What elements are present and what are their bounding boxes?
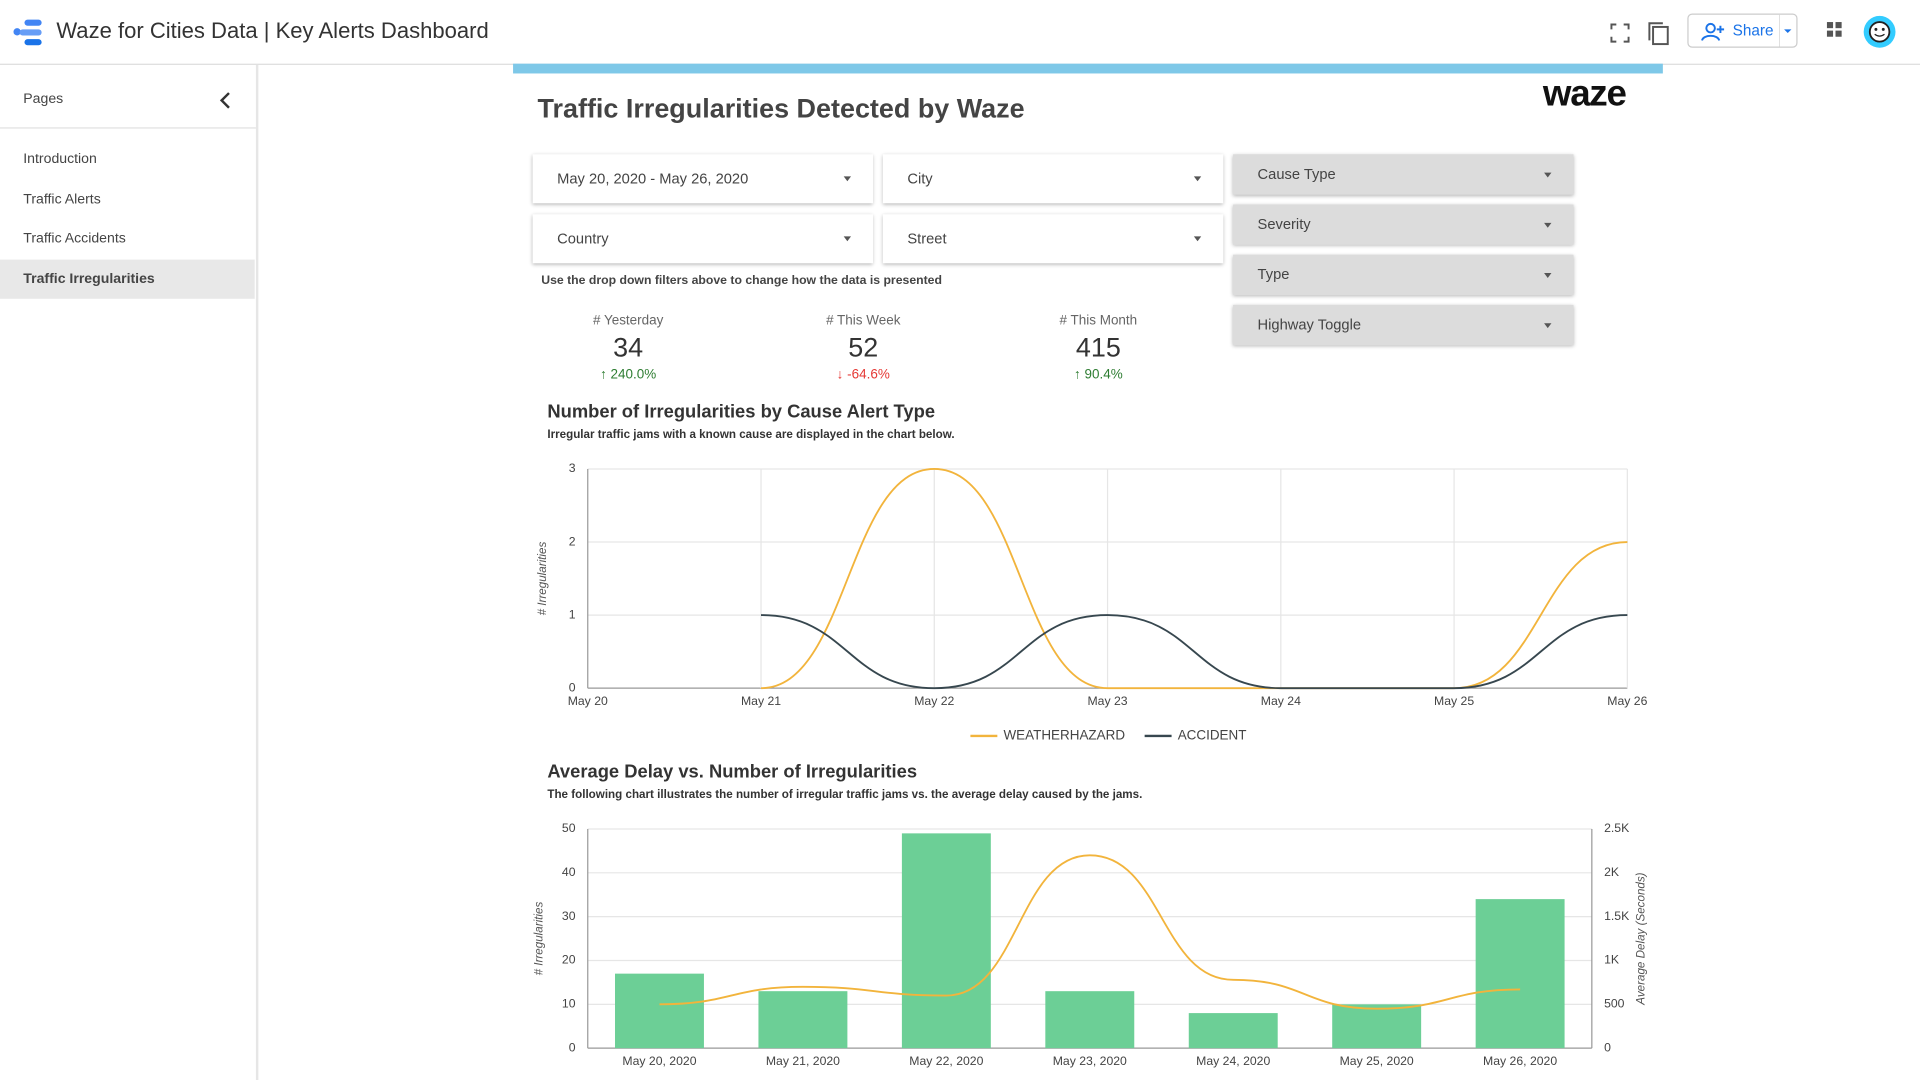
change-text: -64.6% bbox=[847, 367, 890, 383]
bar bbox=[758, 991, 848, 1049]
filter-dropdown[interactable]: Type bbox=[1233, 254, 1574, 296]
y2-tick-label: 2.5K bbox=[1604, 821, 1630, 835]
x-tick-label: May 24 bbox=[1261, 694, 1301, 708]
bar bbox=[1332, 1004, 1422, 1049]
x-tick-label: May 20 bbox=[568, 694, 608, 708]
page-link[interactable]: Traffic Accidents bbox=[23, 231, 126, 247]
x-tick-label: May 23 bbox=[1087, 694, 1127, 708]
page-link[interactable]: Traffic Alerts bbox=[23, 191, 101, 207]
x-tick-label: May 21 bbox=[741, 694, 781, 708]
y-axis-label: # Irregularities bbox=[532, 902, 545, 976]
change-text: 90.4% bbox=[1084, 367, 1123, 383]
y-tick-label: 1 bbox=[569, 607, 576, 621]
filter-dropdown[interactable]: Severity bbox=[1233, 204, 1574, 245]
sidebar: Pages Introduction Traffic Alerts Traffic … bbox=[0, 64, 259, 1080]
report-title: Traffic Irregularities Detected by Waze bbox=[537, 93, 1025, 124]
y2-tick-label: 1K bbox=[1604, 953, 1620, 967]
trend-arrow: ↓ bbox=[836, 367, 848, 383]
filter-note: Use the drop down filters above to chang… bbox=[541, 274, 942, 288]
share-icon bbox=[1701, 22, 1725, 41]
y2-tick-label: 1.5K bbox=[1604, 909, 1630, 923]
x-tick-label: May 23, 2020 bbox=[1053, 1054, 1127, 1068]
filter-dropdown[interactable]: City bbox=[882, 154, 1224, 204]
collapse-button[interactable] bbox=[216, 89, 236, 111]
filter-dropdown[interactable]: Country bbox=[532, 214, 874, 264]
scorecard-change: ↓ -64.6% bbox=[765, 367, 961, 382]
scorecard-change: ↑ 90.4% bbox=[1000, 367, 1196, 382]
scorecard-label: # Yesterday bbox=[592, 313, 664, 329]
x-tick-label: May 20, 2020 bbox=[622, 1054, 696, 1068]
page-link[interactable]: Introduction bbox=[23, 151, 97, 167]
x-tick-label: May 22 bbox=[914, 694, 954, 708]
change-text: 240.0% bbox=[610, 367, 657, 383]
series-line bbox=[761, 468, 1628, 690]
sidebar-heading: Pages bbox=[23, 91, 64, 107]
filter-dropdown[interactable]: Cause Type bbox=[1233, 154, 1574, 195]
scorecard-label: # This Month bbox=[1059, 313, 1138, 329]
toolbar-icons[interactable] bbox=[1607, 20, 1680, 47]
app-title: Waze for Cities Data | Key Alerts Dashbo… bbox=[56, 18, 489, 43]
x-tick-label: May 25, 2020 bbox=[1340, 1054, 1414, 1068]
y-tick-label: 40 bbox=[562, 865, 576, 879]
bar bbox=[1475, 899, 1565, 1049]
scorecard-change: ↑ 240.0% bbox=[530, 367, 726, 382]
y2-tick-label: 500 bbox=[1604, 997, 1625, 1011]
scorecard-value: 415 bbox=[1075, 331, 1121, 363]
divider bbox=[0, 127, 256, 129]
x-tick-label: May 24, 2020 bbox=[1196, 1054, 1270, 1068]
y2-axis-label: Average Delay (Seconds) bbox=[1634, 872, 1647, 1005]
filter-dropdown[interactable]: Highway Toggle bbox=[1233, 304, 1574, 346]
y-tick-label: 0 bbox=[569, 1040, 576, 1054]
y-tick-label: 3 bbox=[569, 461, 576, 475]
filter-dropdown[interactable]: Street bbox=[882, 214, 1224, 264]
scorecard-value: 52 bbox=[848, 331, 879, 363]
share-button[interactable]: Share bbox=[1687, 13, 1798, 48]
y-axis-label: # Irregularities bbox=[536, 542, 549, 616]
chart-title: Average Delay vs. Number of Irregulariti… bbox=[547, 760, 917, 781]
legend-label: WEATHERHAZARD bbox=[1003, 727, 1125, 742]
bar bbox=[901, 833, 991, 1049]
bar bbox=[1188, 1013, 1278, 1049]
share-dropdown[interactable] bbox=[1779, 14, 1796, 47]
y-tick-label: 0 bbox=[569, 680, 576, 694]
trend-arrow: ↑ bbox=[1074, 367, 1085, 383]
bar bbox=[1045, 991, 1135, 1049]
accent-bar bbox=[513, 63, 1663, 74]
x-tick-label: May 25 bbox=[1434, 694, 1474, 708]
page-link[interactable]: Traffic Irregularities bbox=[0, 259, 255, 299]
chart-subtitle: Irregular traffic jams with a known caus… bbox=[547, 428, 954, 441]
bar bbox=[615, 973, 704, 1049]
y-tick-label: 20 bbox=[562, 953, 576, 967]
y-tick-label: 30 bbox=[562, 909, 576, 923]
x-tick-label: May 22, 2020 bbox=[909, 1054, 983, 1068]
x-tick-label: May 26, 2020 bbox=[1483, 1054, 1557, 1068]
y-tick-label: 10 bbox=[562, 997, 576, 1011]
y-tick-label: 50 bbox=[562, 821, 576, 835]
chart-subtitle: The following chart illustrates the numb… bbox=[547, 788, 1142, 801]
filter-dropdown[interactable]: May 20, 2020 - May 26, 2020 bbox=[532, 154, 874, 204]
chart-title: Number of Irregularities by Cause Alert … bbox=[547, 400, 935, 421]
legend-label: ACCIDENT bbox=[1178, 727, 1247, 742]
trend-arrow: ↑ bbox=[600, 367, 611, 383]
scorecard-label: # This Week bbox=[826, 313, 901, 329]
scorecard-value: 34 bbox=[613, 331, 644, 363]
x-tick-label: May 26 bbox=[1607, 694, 1647, 708]
x-tick-label: May 21, 2020 bbox=[766, 1054, 840, 1068]
app-logo bbox=[13, 19, 42, 46]
series-line bbox=[659, 854, 1521, 1010]
apps-and-avatar[interactable] bbox=[1824, 15, 1897, 49]
y2-tick-label: 2K bbox=[1604, 865, 1620, 879]
y-tick-label: 2 bbox=[569, 534, 576, 548]
share-label: Share bbox=[1732, 22, 1774, 40]
series-line bbox=[761, 614, 1628, 690]
y2-tick-label: 0 bbox=[1604, 1040, 1611, 1054]
brand-logo: waze bbox=[1542, 73, 1627, 114]
